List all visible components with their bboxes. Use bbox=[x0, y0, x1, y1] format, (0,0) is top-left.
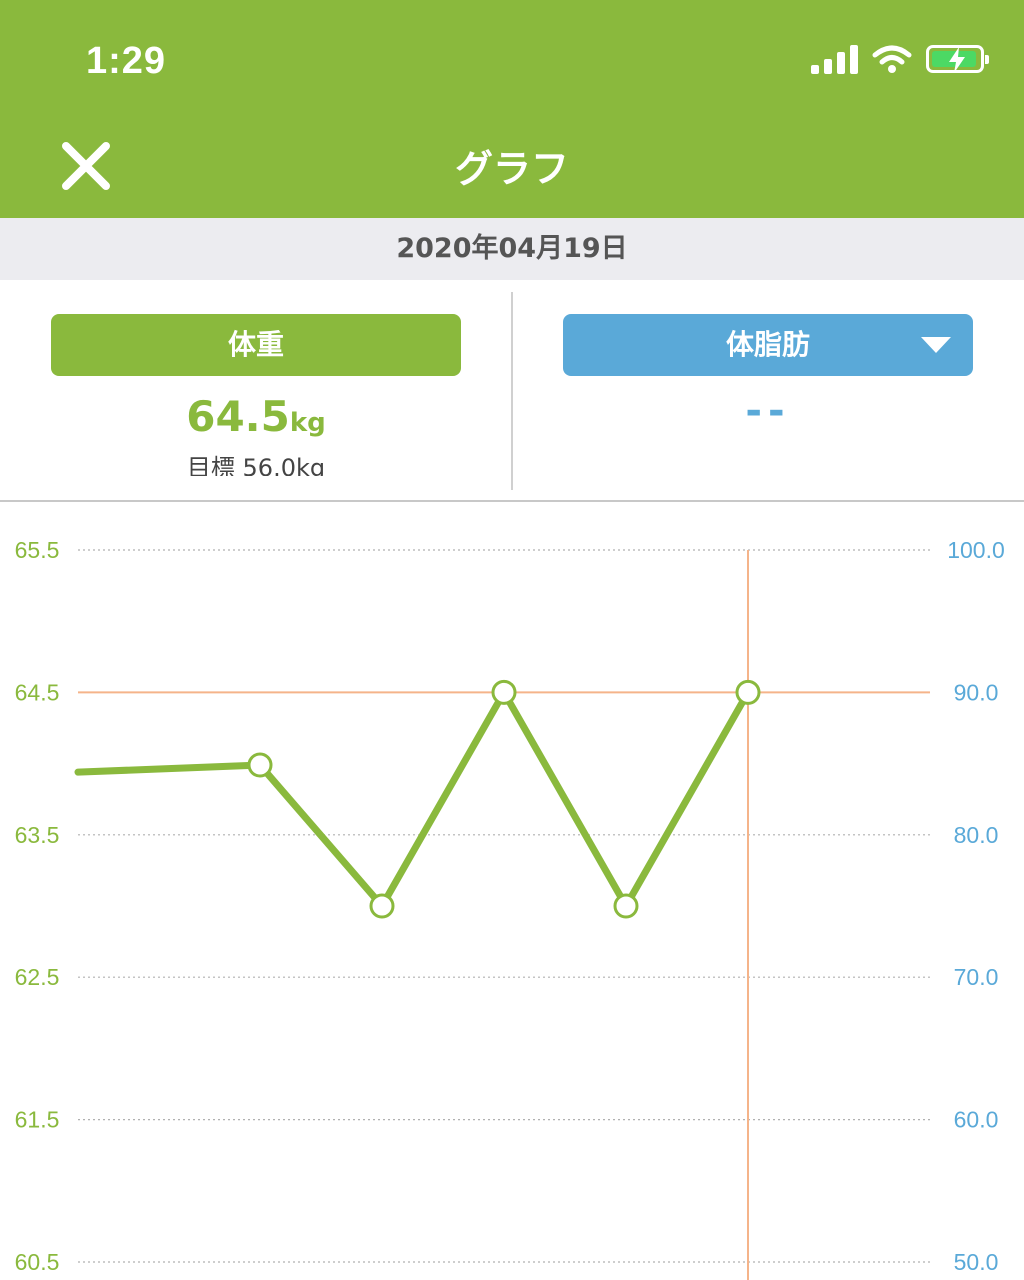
data-point bbox=[735, 679, 761, 705]
close-icon[interactable] bbox=[56, 136, 116, 196]
date-label: 2020年04月19日 bbox=[0, 218, 1024, 280]
right-tick-label: 60.0 bbox=[954, 1107, 999, 1133]
data-point bbox=[491, 679, 517, 705]
left-tick-label: 63.5 bbox=[15, 822, 60, 848]
left-tick-label: 65.5 bbox=[15, 537, 60, 563]
summary-panel: 体重 64.5kg 目標 56.0kg 体脂肪 -- bbox=[0, 280, 1024, 502]
right-tick-label: 100.0 bbox=[947, 537, 1005, 563]
data-point bbox=[369, 893, 395, 919]
chart-svg: 65.5 100.0 64.5 90.0 63.5 80.0 62.5 70.0 61.5 60.… bbox=[15, 537, 1005, 1280]
data-point bbox=[247, 752, 273, 778]
right-tick-label: 80.0 bbox=[954, 822, 999, 848]
weight-chart: 65.5 100.0 64.5 90.0 63.5 80.0 62.5 70.0 61.5 60.… bbox=[0, 502, 1024, 1280]
right-tick-label: 70.0 bbox=[954, 964, 999, 990]
dropdown-triangle-icon bbox=[921, 337, 951, 353]
left-tick-label: 64.5 bbox=[15, 679, 60, 705]
right-tick-label: 90.0 bbox=[954, 679, 999, 705]
goal-label: 目標 bbox=[186, 454, 235, 476]
status-bar: 1:29 bbox=[0, 0, 1024, 112]
column-divider bbox=[511, 292, 513, 490]
left-tick-label: 62.5 bbox=[15, 964, 60, 990]
body-fat-value: -- bbox=[745, 388, 791, 434]
battery-charging-icon bbox=[926, 45, 989, 73]
left-tick-label: 61.5 bbox=[15, 1107, 60, 1133]
data-point bbox=[613, 893, 639, 919]
weight-value: 64.5kg bbox=[51, 392, 461, 441]
wifi-icon bbox=[872, 45, 912, 73]
body-fat-label: 体脂肪 bbox=[725, 328, 810, 361]
page-title: グラフ bbox=[454, 147, 569, 191]
left-tick-label: 60.5 bbox=[15, 1249, 60, 1275]
body-fat-dropdown[interactable]: 体脂肪 bbox=[563, 314, 973, 376]
status-icons bbox=[811, 44, 989, 74]
weight-number: 64.5 bbox=[186, 392, 290, 441]
goal-weight: 目標 56.0kg bbox=[51, 448, 461, 476]
weight-series-line bbox=[74, 688, 752, 910]
status-time: 1:29 bbox=[86, 40, 167, 82]
right-tick-label: 50.0 bbox=[954, 1249, 999, 1275]
navigation-bar: グラフ bbox=[0, 112, 1024, 218]
goal-value: 56.0kg bbox=[242, 454, 326, 476]
weight-tab[interactable]: 体重 bbox=[51, 314, 461, 376]
weight-unit: kg bbox=[289, 408, 326, 438]
cellular-signal-icon bbox=[811, 44, 858, 74]
